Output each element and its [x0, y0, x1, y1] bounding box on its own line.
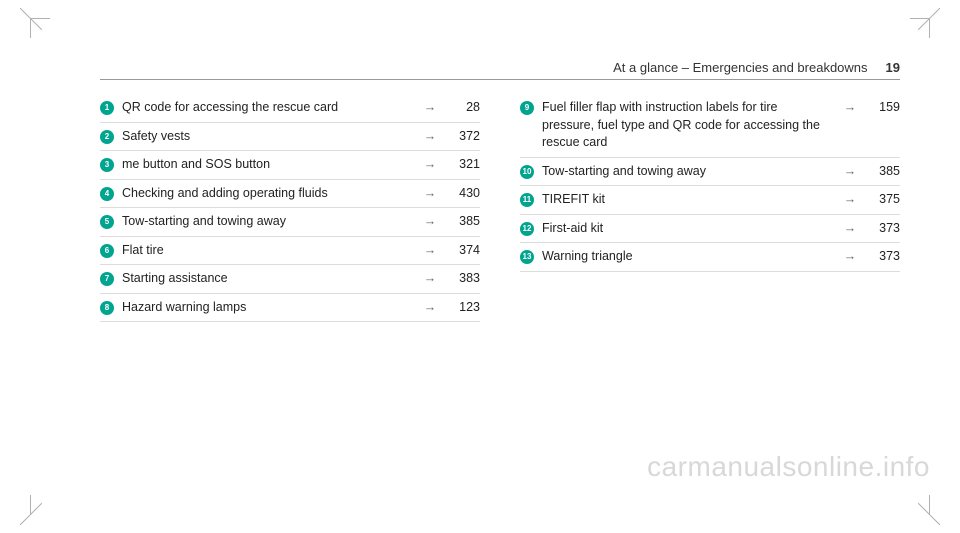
item-label: TIREFIT kit: [542, 191, 840, 209]
list-item: 6 Flat tire→374: [100, 237, 480, 266]
item-label: First-aid kit: [542, 220, 840, 238]
item-page-ref: 430: [440, 185, 480, 203]
arrow-icon: →: [420, 156, 440, 174]
item-page-ref: 385: [860, 163, 900, 181]
right-column: 9 Fuel filler flap with instruction label…: [520, 94, 900, 322]
arrow-icon: →: [840, 191, 860, 209]
item-label: Flat tire: [122, 242, 420, 260]
crop-mark: [918, 8, 940, 30]
item-number-badge: 4: [100, 187, 114, 201]
list-item: 10 Tow-starting and towing away→385: [520, 158, 900, 187]
item-page-ref: 375: [860, 191, 900, 209]
list-item: 1 QR code for accessing the rescue card→2…: [100, 94, 480, 123]
item-number-badge: 12: [520, 222, 534, 236]
list-item: 4 Checking and adding operating fluids→43…: [100, 180, 480, 209]
item-label: QR code for accessing the rescue card: [122, 99, 420, 117]
item-page-ref: 321: [440, 156, 480, 174]
list-item: 9 Fuel filler flap with instruction label…: [520, 94, 900, 158]
arrow-icon: →: [840, 163, 860, 181]
list-item: 3 me button and SOS button→321: [100, 151, 480, 180]
arrow-icon: →: [420, 128, 440, 146]
item-page-ref: 373: [860, 220, 900, 238]
item-label: Hazard warning lamps: [122, 299, 420, 317]
item-label: Warning triangle: [542, 248, 840, 266]
item-page-ref: 383: [440, 270, 480, 288]
page-header: At a glance – Emergencies and breakdowns…: [100, 60, 900, 80]
arrow-icon: →: [840, 99, 860, 117]
item-label: Tow-starting and towing away: [122, 213, 420, 231]
crop-mark: [918, 503, 940, 525]
arrow-icon: →: [420, 242, 440, 260]
arrow-icon: →: [840, 248, 860, 266]
item-page-ref: 28: [440, 99, 480, 117]
item-page-ref: 374: [440, 242, 480, 260]
item-number-badge: 5: [100, 215, 114, 229]
arrow-icon: →: [420, 99, 440, 117]
item-page-ref: 385: [440, 213, 480, 231]
item-page-ref: 123: [440, 299, 480, 317]
item-number-badge: 10: [520, 165, 534, 179]
left-column: 1QR code for accessing the rescue card→2…: [100, 94, 480, 322]
content-columns: 1QR code for accessing the rescue card→2…: [100, 94, 900, 322]
arrow-icon: →: [420, 299, 440, 317]
item-page-ref: 373: [860, 248, 900, 266]
item-number-badge: 11: [520, 193, 534, 207]
crop-mark: [20, 503, 42, 525]
crop-mark: [20, 8, 42, 30]
list-item: 2 Safety vests→372: [100, 123, 480, 152]
item-number-badge: 6: [100, 244, 114, 258]
item-number-badge: 1: [100, 101, 114, 115]
item-page-ref: 372: [440, 128, 480, 146]
item-number-badge: 2: [100, 130, 114, 144]
item-number-badge: 8: [100, 301, 114, 315]
item-number-badge: 9: [520, 101, 534, 115]
page-content: At a glance – Emergencies and breakdowns…: [100, 60, 900, 322]
item-label: Safety vests: [122, 128, 420, 146]
arrow-icon: →: [420, 270, 440, 288]
watermark: carmanualsonline.info: [647, 451, 930, 483]
item-label: Starting assistance: [122, 270, 420, 288]
list-item: 5 Tow-starting and towing away→385: [100, 208, 480, 237]
list-item: 11 TIREFIT kit→375: [520, 186, 900, 215]
arrow-icon: →: [420, 185, 440, 203]
item-label: Tow-starting and towing away: [542, 163, 840, 181]
item-label: Fuel filler flap with instruction labels…: [542, 99, 840, 152]
list-item: 7 Starting assistance→383: [100, 265, 480, 294]
item-label: me button and SOS button: [122, 156, 420, 174]
item-number-badge: 3: [100, 158, 114, 172]
arrow-icon: →: [840, 220, 860, 238]
item-number-badge: 7: [100, 272, 114, 286]
arrow-icon: →: [420, 213, 440, 231]
item-label: Checking and adding operating fluids: [122, 185, 420, 203]
list-item: 13 Warning triangle→373: [520, 243, 900, 272]
header-title: At a glance – Emergencies and breakdowns: [613, 60, 867, 75]
header-page-number: 19: [886, 60, 900, 75]
item-page-ref: 159: [860, 99, 900, 117]
list-item: 8 Hazard warning lamps→123: [100, 294, 480, 323]
list-item: 12 First-aid kit→373: [520, 215, 900, 244]
item-number-badge: 13: [520, 250, 534, 264]
